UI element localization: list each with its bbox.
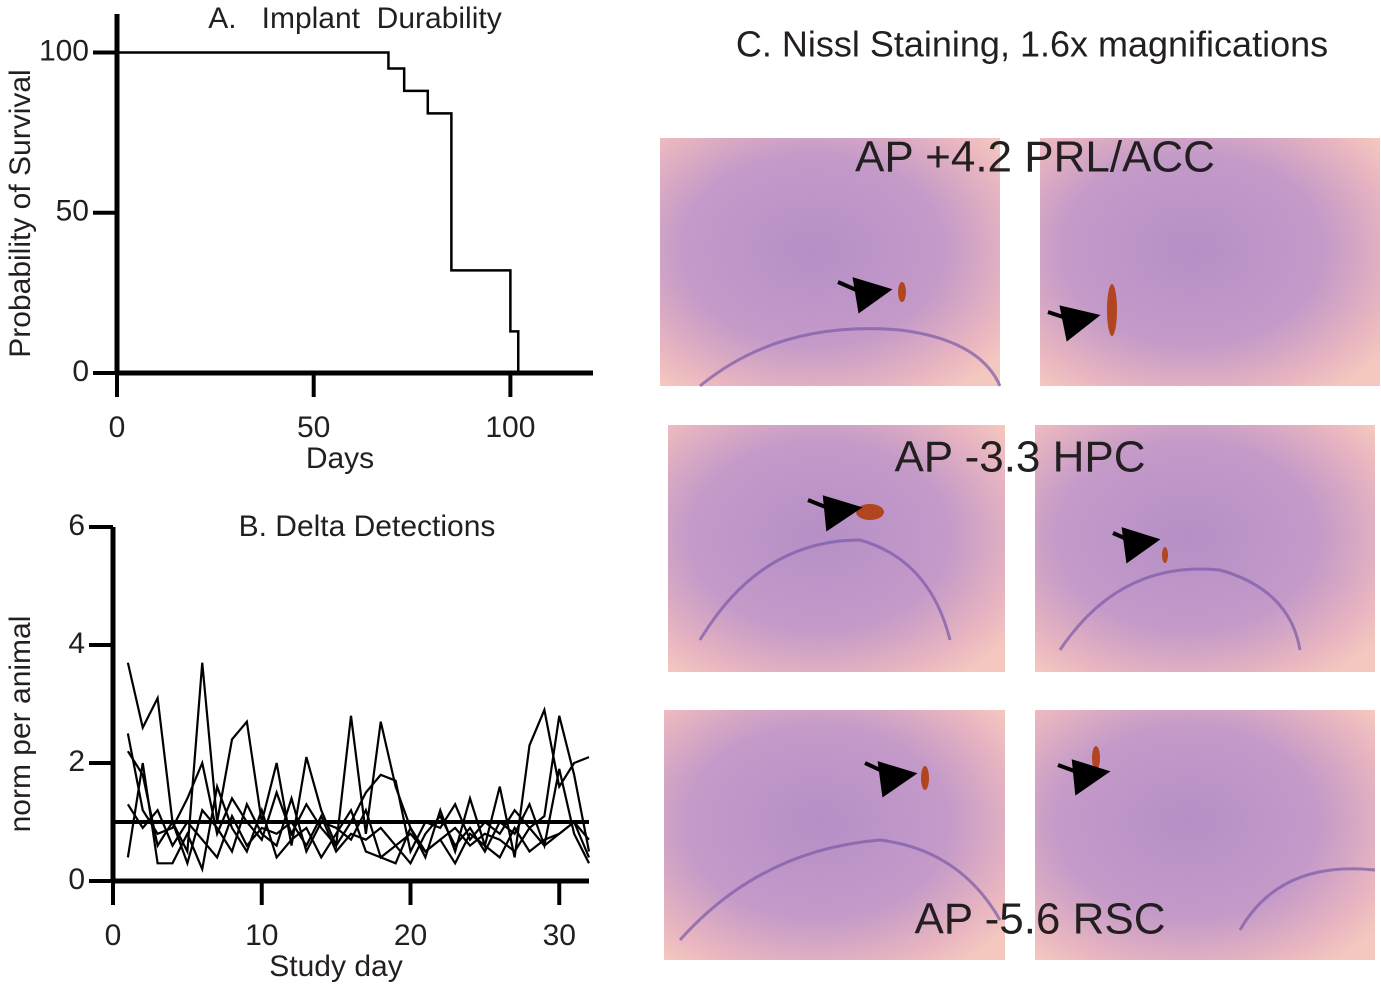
- animal-line: [126, 715, 591, 855]
- y-tick-label: 0: [68, 863, 85, 896]
- image: [660, 138, 1000, 386]
- x-tick-label: 30: [543, 919, 576, 952]
- image-label: AP -5.6 RSC: [914, 895, 1165, 944]
- x-tick-label: 10: [245, 919, 278, 952]
- y-tick-label: 100: [39, 34, 89, 67]
- x-tick-label: 0: [109, 411, 126, 444]
- image: [664, 710, 1005, 960]
- chart-title: B. Delta Detections: [239, 510, 496, 543]
- x-axis-label: Study day: [269, 950, 402, 983]
- survival-curve: [117, 51, 520, 373]
- y-tick-label: 2: [68, 745, 85, 778]
- image: [1040, 138, 1380, 386]
- y-tick-label: 6: [68, 509, 85, 542]
- image: [1035, 710, 1375, 960]
- image-label: AP -3.3 HPC: [894, 433, 1145, 482]
- lesion-marks: [856, 282, 1168, 790]
- panel-title: C. Nissl Staining, 1.6x magnifications: [736, 24, 1328, 65]
- x-tick-label: 20: [394, 919, 427, 952]
- y-tick-label: 0: [72, 355, 89, 388]
- x-tick-label: 100: [485, 411, 535, 444]
- y-axis-label: norm per animal: [4, 616, 37, 833]
- y-axis-label: Probability of Survival: [4, 69, 37, 357]
- image: [1035, 425, 1375, 672]
- animal-line: [126, 762, 591, 874]
- x-tick-label: 0: [105, 919, 122, 952]
- x-axis-label: Days: [306, 442, 374, 475]
- histology-images: [660, 138, 1380, 960]
- x-tick-label: 50: [297, 411, 330, 444]
- animal-line: [126, 803, 590, 860]
- tissue-contours: [678, 327, 1376, 941]
- animal-line: [126, 662, 590, 861]
- image-label: AP +4.2 PRL/ACC: [855, 133, 1215, 182]
- y-tick-label: 4: [68, 627, 85, 660]
- chart-title: A. Implant Durability: [208, 2, 501, 35]
- y-tick-label: 50: [56, 195, 89, 228]
- arrows: [807, 277, 1161, 798]
